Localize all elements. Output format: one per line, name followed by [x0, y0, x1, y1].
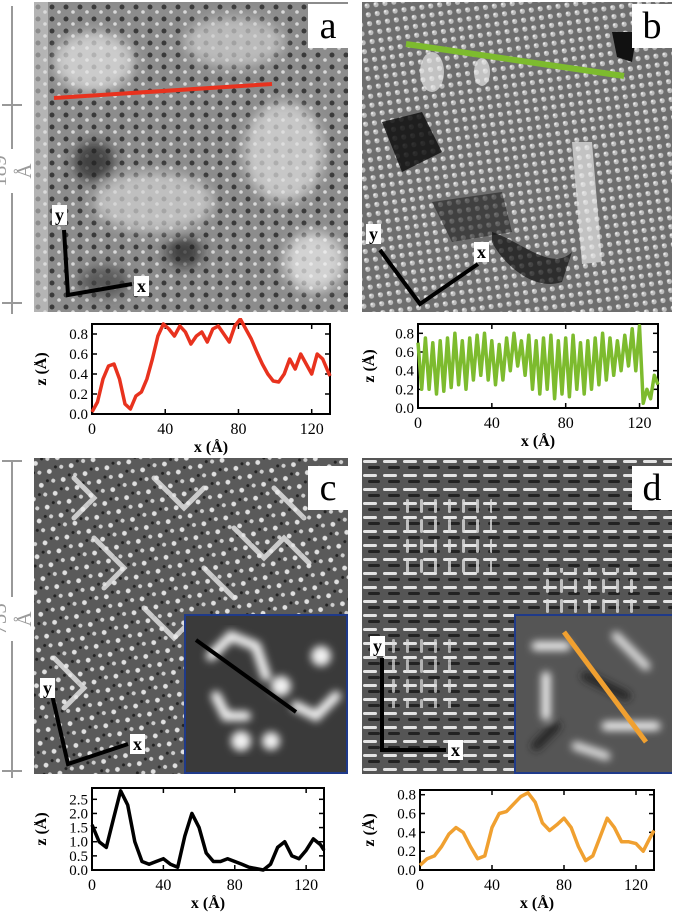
- y-tick-label: 0.0: [69, 407, 88, 423]
- profile-series-line: [90, 789, 326, 872]
- y-tick-label: 0.6: [69, 347, 88, 363]
- plot-frame: [417, 323, 659, 409]
- x-tick-label: 80: [558, 415, 574, 432]
- y-tick-label: 0.6: [395, 345, 414, 361]
- profile-chart-b: 0 40 80 120 0.0 0.2 0.4 0.6 0.8 x (Å) z (Å): [362, 323, 660, 450]
- profile-series-line: [90, 318, 332, 413]
- x-axis-label-d: x: [448, 740, 463, 760]
- y-axis-title: z (Å): [34, 812, 50, 845]
- y-tick-label: 2.0: [69, 806, 88, 822]
- x-tick-label: 40: [484, 415, 500, 432]
- y-tick-label: 1.0: [69, 835, 88, 851]
- y-axis-label-b: y: [366, 224, 381, 244]
- panel-label-b: b: [632, 4, 672, 48]
- stm-image-b: y x b: [362, 2, 672, 312]
- x-axis-label-c: x: [130, 734, 145, 754]
- y-tick-label: 0.8: [397, 788, 416, 804]
- x-axis-title: x (Å): [520, 894, 554, 912]
- y-tick-label: 0.5: [69, 849, 88, 865]
- y-tick-label: 0.2: [69, 387, 88, 403]
- axes-glyph-a: [62, 229, 133, 298]
- y-tick-label: 0.2: [397, 844, 416, 860]
- x-axis-title: x (Å): [521, 432, 555, 450]
- x-tick-label: 120: [624, 877, 648, 894]
- x-tick-label: 0: [414, 415, 422, 432]
- panel-label-c: c: [308, 466, 348, 510]
- plot-frame: [419, 789, 655, 871]
- stm-image-c: y x c: [34, 458, 348, 774]
- axes-glyph-b: [378, 248, 480, 307]
- y-tick-label: 1.5: [69, 821, 88, 837]
- y-tick-label: 2.5: [69, 792, 88, 808]
- profile-chart-d: 0 40 80 120 0.0 0.2 0.4 0.6 0.8 x (Å) z (Å): [362, 788, 656, 912]
- profile-line-b: [405, 41, 625, 79]
- axes-glyph-c: [48, 685, 129, 767]
- y-axis-title: z (Å): [34, 352, 50, 385]
- scalebar-top-label: 189 Å: [0, 149, 37, 193]
- y-axis-title: z (Å): [362, 349, 378, 382]
- x-axis-label-a: x: [134, 276, 149, 296]
- x-tick-label: 40: [155, 877, 171, 894]
- x-tick-label: 120: [628, 415, 652, 432]
- y-tick-label: 0.4: [397, 825, 416, 841]
- zoom-inset-c: [184, 614, 348, 774]
- x-tick-label: 80: [227, 877, 243, 894]
- profile-line-c: [194, 638, 298, 714]
- y-axis-title: z (Å): [362, 813, 378, 846]
- x-tick-label: 40: [484, 877, 500, 894]
- x-tick-label: 80: [556, 877, 572, 894]
- x-axis-label-b: x: [474, 242, 489, 262]
- x-tick-label: 0: [88, 877, 96, 894]
- zoom-inset-d: [514, 614, 672, 774]
- y-tick-label: 0.8: [69, 327, 88, 343]
- stm-image-d: y x d: [362, 458, 672, 774]
- scalebar-bottom-label: 755 Å: [0, 597, 37, 641]
- y-axis-label-d: y: [370, 636, 385, 656]
- profile-chart-c: 0 40 80 120 0.00.51.01.52.02.5 x (Å) z (Å): [34, 787, 326, 912]
- x-tick-label: 120: [300, 421, 324, 438]
- profile-series-line: [418, 791, 656, 867]
- profile-line-d: [561, 630, 649, 744]
- y-axis-label-a: y: [52, 205, 67, 225]
- x-tick-label: 80: [230, 421, 246, 438]
- y-tick-label: 0.2: [395, 382, 414, 398]
- x-tick-label: 40: [157, 421, 173, 438]
- y-axis-label-c: y: [40, 678, 55, 698]
- x-axis-title: x (Å): [191, 894, 225, 912]
- y-tick-label: 0.0: [397, 863, 416, 879]
- x-tick-label: 120: [294, 877, 318, 894]
- profile-chart-a: 0 40 80 120 0.0 0.2 0.4 0.6 0.8 x (Å) z (Å): [34, 318, 332, 456]
- x-tick-label: 0: [88, 421, 96, 438]
- y-tick-label: 0.6: [397, 807, 416, 823]
- panel-label-a: a: [308, 4, 348, 48]
- scalebar-top: 189 Å: [0, 6, 37, 314]
- y-tick-label: 0.0: [69, 863, 88, 879]
- y-tick-label: 0.4: [395, 364, 414, 380]
- x-tick-label: 0: [416, 877, 424, 894]
- scalebar-bottom: 755 Å: [0, 460, 37, 778]
- axes-glyph-d: [380, 658, 446, 752]
- y-tick-label: 0.4: [69, 367, 88, 383]
- x-axis-title: x (Å): [194, 438, 228, 456]
- panel-label-d: d: [632, 466, 672, 510]
- stm-image-a: y x a: [34, 2, 348, 312]
- profile-line-a: [53, 82, 273, 100]
- y-tick-label: 0.8: [395, 326, 414, 342]
- profile-series-line: [416, 324, 660, 406]
- y-tick-label: 0.0: [395, 401, 414, 417]
- plot-frame: [91, 323, 331, 415]
